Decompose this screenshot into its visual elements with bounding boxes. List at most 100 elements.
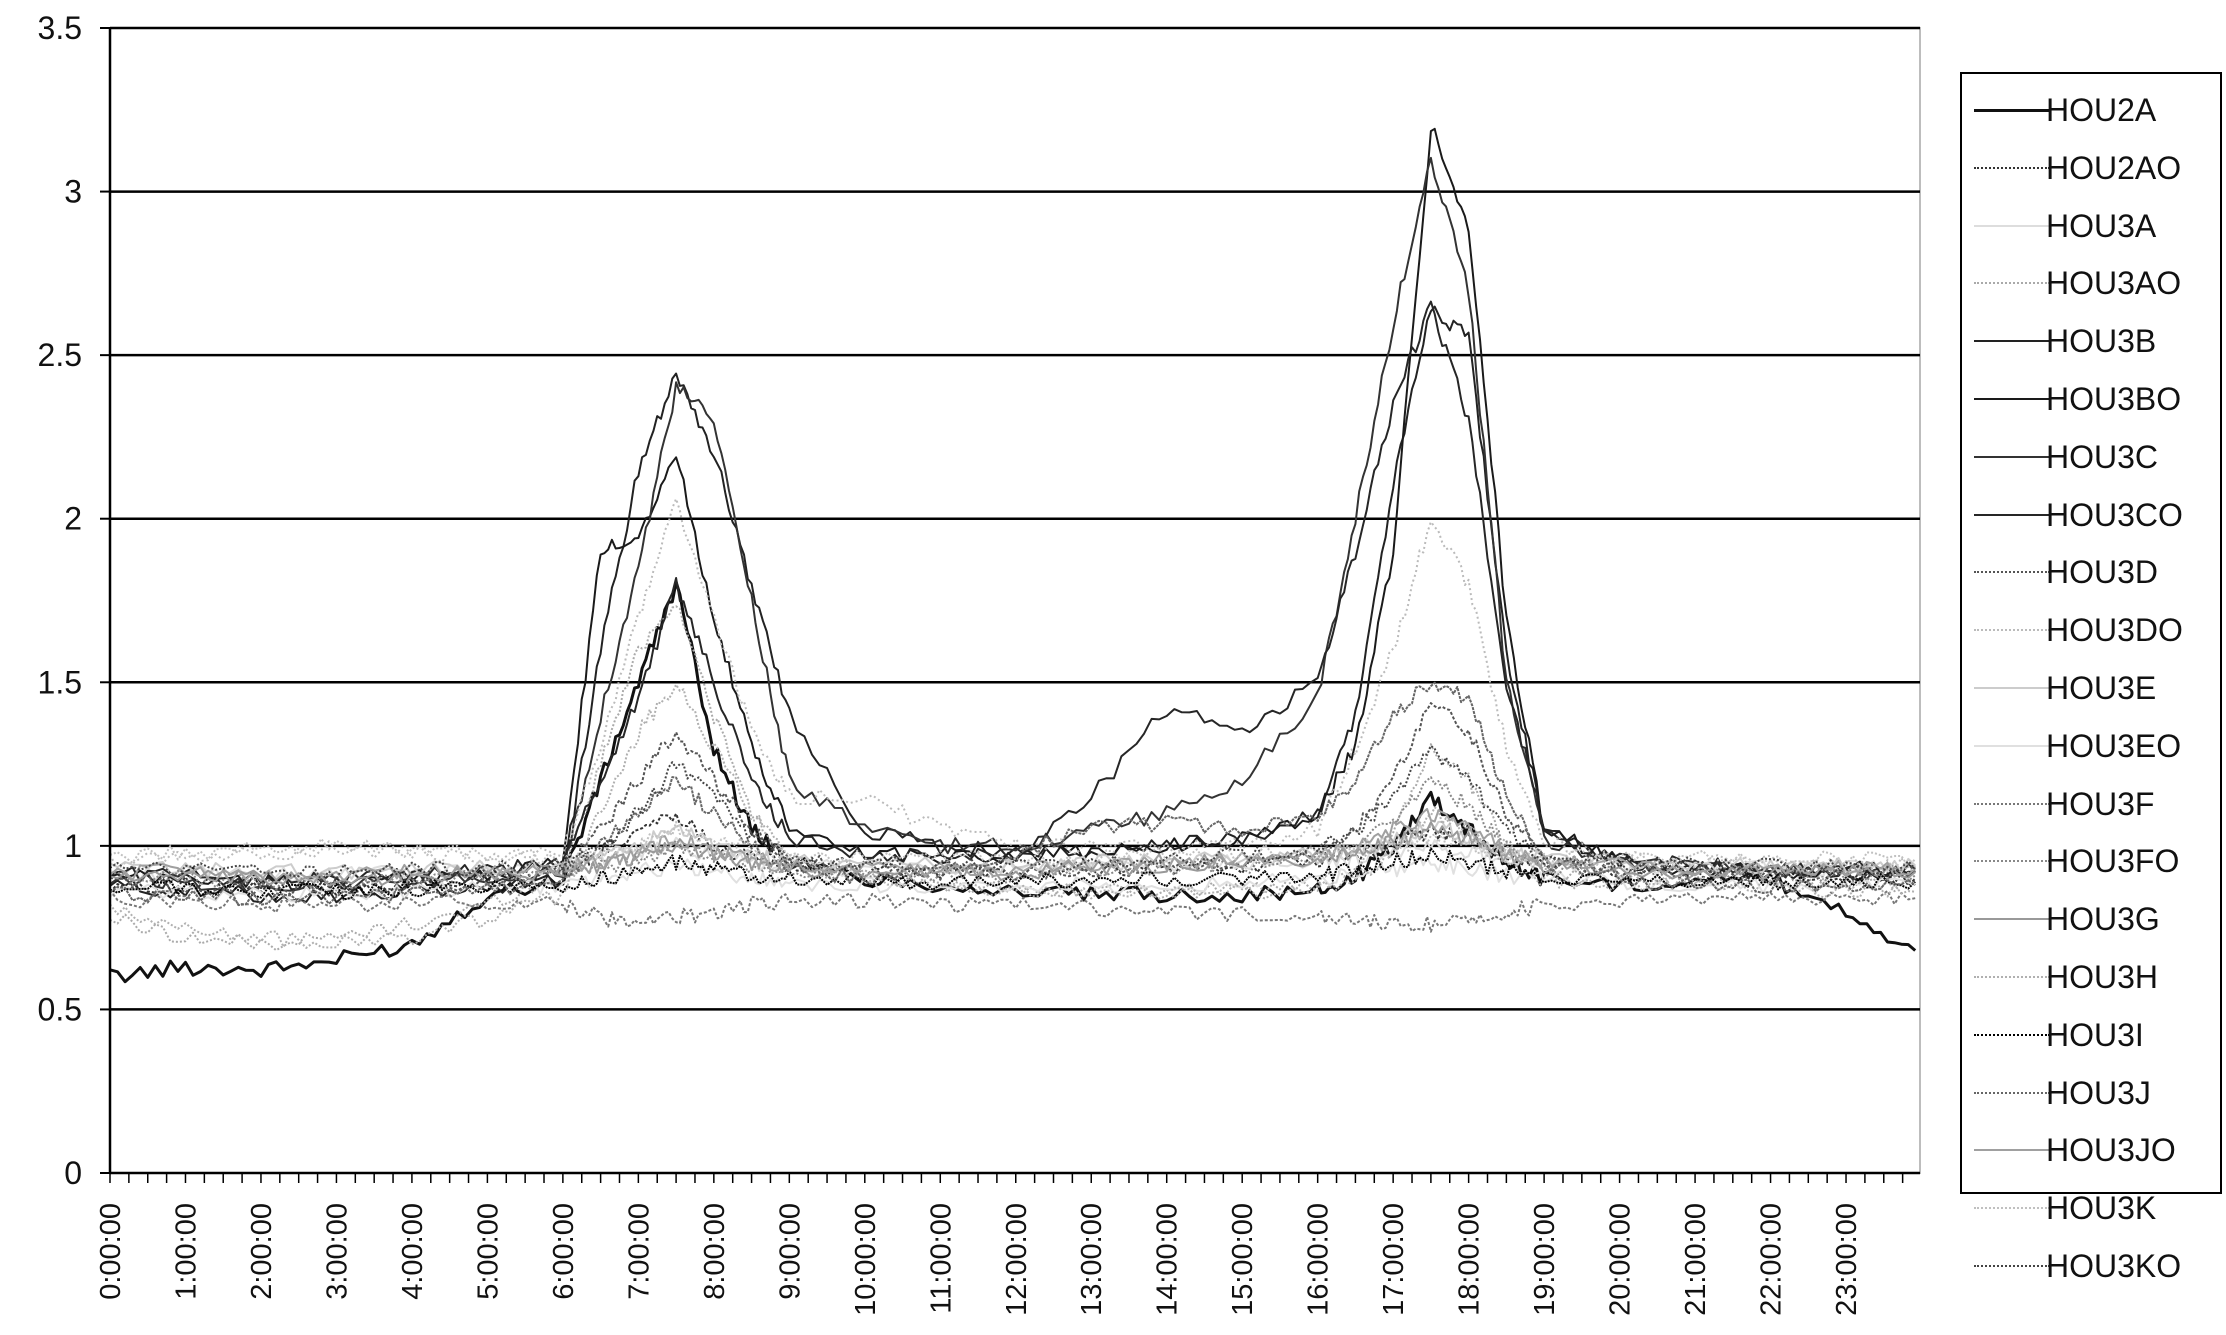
legend-item: HOU3C (1962, 429, 2222, 485)
legend-label: HOU3JO (2046, 1132, 2176, 1169)
y-tick-label: 3 (64, 174, 82, 210)
legend-label: HOU3I (2046, 1016, 2144, 1053)
legend-swatch (1974, 918, 2050, 921)
x-tick-label: 9:00:00 (774, 1203, 806, 1300)
legend-item: HOU2A (1962, 82, 2222, 138)
series-line-hou3b (109, 305, 1916, 904)
legend-label: HOU3BO (2046, 381, 2182, 417)
legend-label: HOU3C (2046, 438, 2159, 475)
x-tick-label: 11:00:00 (925, 1203, 957, 1314)
legend-swatch (1974, 687, 2050, 689)
legend-label: HOU3B (2046, 323, 2157, 360)
legend-swatch (1974, 1207, 2050, 1210)
x-tick-label: 1:00:00 (170, 1203, 202, 1300)
x-tick-label: 0:00:00 (95, 1203, 127, 1300)
legend-label: HOU3K (2046, 1190, 2157, 1227)
legend-label: HOU3FO (2046, 843, 2180, 880)
legend-item: HOU3H (1962, 949, 2222, 1005)
legend-item: HOU3G (1962, 891, 2222, 947)
series-line-hou3ao (109, 605, 1916, 952)
legend-label: HOU3EO (2046, 727, 2182, 764)
series-line-hou3i (109, 847, 1916, 901)
x-tick-label: 13:00:00 (1076, 1203, 1108, 1316)
series-lines (109, 127, 1917, 984)
y-tick-label: 1.5 (38, 664, 82, 700)
legend-label: HOU3CO (2046, 496, 2183, 533)
x-tick-label: 20:00:00 (1605, 1203, 1637, 1316)
legend-swatch (1974, 109, 2050, 112)
legend-item: HOU3AO (1962, 255, 2222, 311)
series-line-hou3k (109, 821, 1916, 869)
legend-label: HOU2A (2046, 92, 2157, 128)
x-tick-label: 21:00:00 (1680, 1203, 1712, 1316)
legend-swatch (1974, 629, 2050, 632)
legend-item: HOU3EO (1962, 718, 2222, 774)
legend-swatch (1974, 398, 2050, 400)
x-tick-label: 7:00:00 (623, 1203, 655, 1300)
legend-item: HOU3KO (1962, 1238, 2222, 1294)
legend-label: HOU3AO (2046, 265, 2182, 302)
y-tick-label: 0.5 (38, 991, 82, 1027)
legend-item: HOU3K (1962, 1180, 2222, 1236)
legend-swatch (1974, 802, 2050, 805)
series-line-hou2a (109, 580, 1917, 984)
y-tick-label: 3.5 (38, 10, 82, 46)
y-tick-label: 1 (64, 828, 82, 864)
legend-item: HOU3JO (1962, 1122, 2222, 1178)
legend-swatch (1974, 860, 2050, 863)
legend-item: HOU3A (1962, 198, 2222, 254)
x-tick-label: 8:00:00 (699, 1203, 731, 1300)
axes: 0 0.5 1 1.5 2 2.5 3 3.5 0:00:00 1:00:00 2:00:00 3:0… (38, 10, 1920, 1316)
x-tick-label: 2:00:00 (246, 1203, 278, 1300)
legend-swatch (1974, 513, 2050, 516)
legend-item: HOU3E (1962, 660, 2222, 716)
legend-label: HOU3J (2046, 1074, 2151, 1111)
legend-swatch (1974, 1265, 2050, 1267)
legend-item: HOU2AO (1962, 140, 2222, 196)
x-tick-label: 23:00:00 (1831, 1203, 1863, 1316)
series-line-hou3bo (109, 127, 1916, 891)
legend-item: HOU3F (1962, 776, 2222, 832)
y-tick-label: 0 (64, 1155, 82, 1191)
x-tick-label: 3:00:00 (321, 1203, 353, 1300)
legend-item: HOU3FO (1962, 833, 2222, 889)
legend-label: HOU3D (2046, 554, 2159, 591)
x-tick-label: 5:00:00 (472, 1203, 504, 1300)
x-tick-label: 16:00:00 (1303, 1203, 1335, 1316)
legend-item: HOU3DO (1962, 602, 2222, 658)
y-tick-label: 2 (64, 501, 82, 537)
legend-item: HOU3B (1962, 313, 2222, 369)
legend-label: HOU3A (2046, 207, 2157, 244)
legend-item: HOU3J (1962, 1065, 2222, 1121)
legend-label: HOU3KO (2046, 1248, 2182, 1284)
legend-swatch (1974, 976, 2050, 978)
x-tick-label: 18:00:00 (1454, 1203, 1486, 1316)
legend-item: HOU3BO (1962, 371, 2222, 427)
y-tick-label: 2.5 (38, 337, 82, 373)
plot-area-border (109, 27, 1921, 1174)
x-tick-label: 4:00:00 (397, 1203, 429, 1300)
legend-item: HOU3D (1962, 544, 2222, 600)
legend-swatch (1974, 1091, 2050, 1094)
x-tick-label: 6:00:00 (548, 1203, 580, 1300)
legend-item: HOU3I (1962, 1007, 2222, 1063)
x-tick-label: 17:00:00 (1378, 1203, 1410, 1316)
x-tick-label: 12:00:00 (1001, 1203, 1033, 1316)
x-tick-label: 22:00:00 (1756, 1203, 1788, 1316)
legend-swatch (1974, 1149, 2050, 1152)
legend-label: HOU3H (2046, 959, 2159, 995)
legend-label: HOU3G (2046, 901, 2160, 938)
legend-swatch (1974, 1033, 2050, 1036)
legend-swatch (1974, 166, 2050, 169)
legend-item: HOU3CO (1962, 487, 2222, 543)
legend-swatch (1974, 571, 2050, 574)
x-tick-label: 15:00:00 (1227, 1203, 1259, 1316)
legend-label: HOU3F (2046, 785, 2155, 822)
series-line-hou3co (109, 300, 1916, 887)
legend-swatch (1974, 744, 2050, 747)
x-tick-label: 14:00:00 (1152, 1203, 1184, 1316)
series-line-hou3ko (109, 744, 1916, 882)
series-line-hou3fo (109, 776, 1916, 891)
